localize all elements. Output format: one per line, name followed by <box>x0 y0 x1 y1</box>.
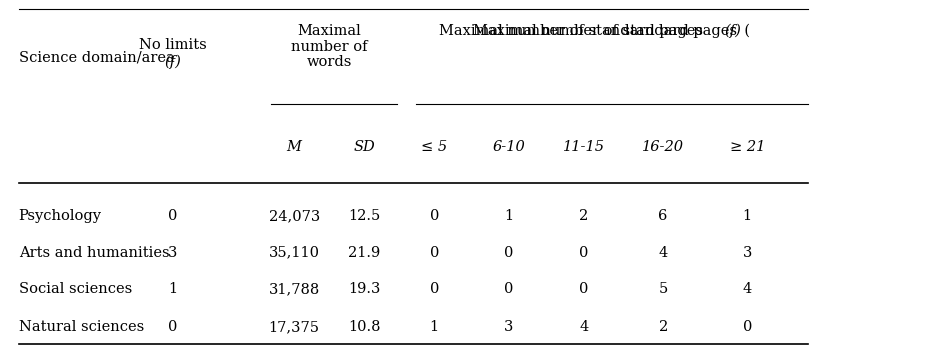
Text: 35,110: 35,110 <box>269 246 319 260</box>
Text: 0: 0 <box>579 246 588 260</box>
Text: number of: number of <box>291 40 367 54</box>
Text: Psychology: Psychology <box>19 209 102 223</box>
Text: (f): (f) <box>724 24 741 38</box>
Text: 2: 2 <box>658 320 668 334</box>
Text: 0: 0 <box>168 320 177 334</box>
Text: M: M <box>287 140 302 154</box>
Text: 4: 4 <box>579 320 588 334</box>
Text: 21.9: 21.9 <box>348 246 380 260</box>
Text: ≤ 5: ≤ 5 <box>421 140 447 154</box>
Text: 4: 4 <box>658 246 668 260</box>
Text: Social sciences: Social sciences <box>19 282 132 296</box>
Text: 10.8: 10.8 <box>348 320 380 334</box>
Text: Science domain/area: Science domain/area <box>19 50 175 64</box>
Text: 1: 1 <box>168 282 177 296</box>
Text: Natural sciences: Natural sciences <box>19 320 144 334</box>
Text: 3: 3 <box>743 246 752 260</box>
Text: Arts and humanities: Arts and humanities <box>19 246 169 260</box>
Text: 1: 1 <box>504 209 514 223</box>
Text: 0: 0 <box>430 209 439 223</box>
Text: Maximal number of standard pages: Maximal number of standard pages <box>439 24 708 38</box>
Text: 0: 0 <box>743 320 752 334</box>
Text: ≥ 21: ≥ 21 <box>729 140 765 154</box>
Text: 1: 1 <box>430 320 439 334</box>
Text: 3: 3 <box>168 246 177 260</box>
Text: 2: 2 <box>579 209 588 223</box>
Text: No limits: No limits <box>139 38 206 52</box>
Text: 24,073: 24,073 <box>269 209 319 223</box>
Text: 0: 0 <box>430 246 439 260</box>
Text: 0: 0 <box>430 282 439 296</box>
Text: 0: 0 <box>504 246 514 260</box>
Text: 5: 5 <box>658 282 668 296</box>
Text: 3: 3 <box>504 320 514 334</box>
Text: 0: 0 <box>579 282 588 296</box>
Text: 16-20: 16-20 <box>643 140 684 154</box>
Text: 17,375: 17,375 <box>269 320 319 334</box>
Text: 31,788: 31,788 <box>269 282 319 296</box>
Text: 4: 4 <box>743 282 752 296</box>
Text: 11-15: 11-15 <box>563 140 604 154</box>
Text: 12.5: 12.5 <box>348 209 380 223</box>
Text: 0: 0 <box>504 282 514 296</box>
Text: Maximal: Maximal <box>297 24 361 38</box>
Text: 6-10: 6-10 <box>492 140 526 154</box>
Text: (f): (f) <box>164 55 181 70</box>
Text: 6: 6 <box>658 209 668 223</box>
Text: 1: 1 <box>743 209 752 223</box>
Text: SD: SD <box>353 140 375 154</box>
Text: words: words <box>306 55 352 69</box>
Text: 0: 0 <box>168 209 177 223</box>
Text: 19.3: 19.3 <box>348 282 380 296</box>
Text: Maximal number of standard pages (: Maximal number of standard pages ( <box>474 24 750 38</box>
